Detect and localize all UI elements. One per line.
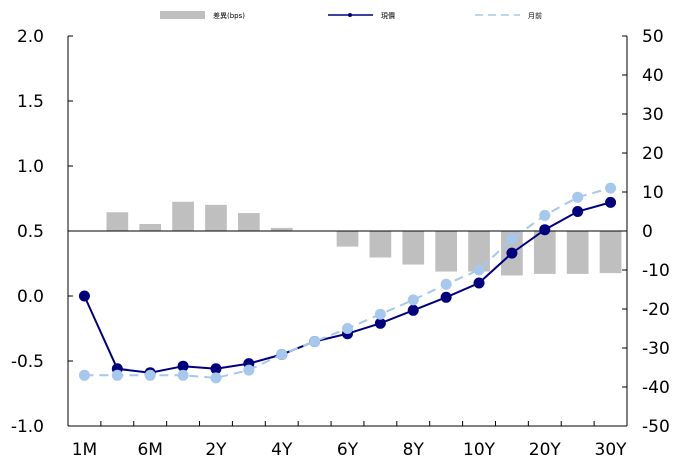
bar-25Y (566, 231, 589, 274)
right-tick-label: -20 (642, 300, 670, 320)
right-tick-label: 40 (642, 66, 664, 86)
point-現價-1M (78, 290, 90, 302)
left-tick-label: 1.0 (17, 157, 44, 177)
point-月前-4Y (276, 349, 288, 360)
legend-label: 差異(bps) (213, 11, 245, 20)
point-月前-8Y (407, 294, 419, 306)
axes (67, 35, 628, 427)
bar-4Y (270, 227, 293, 231)
point-月前-1M (78, 369, 90, 381)
left-tick-label: 0.5 (17, 222, 44, 242)
point-月前-10Y (473, 264, 485, 276)
x-tick-label: 8Y (403, 440, 425, 460)
point-現價-10Y (473, 277, 485, 289)
point-月前-3Y (243, 364, 255, 376)
right-tick-label: -10 (642, 261, 670, 281)
x-tick-label: 1M (72, 440, 97, 460)
bar-20Y (533, 231, 556, 274)
point-月前-6M (144, 369, 156, 381)
left-tick-label: -0.5 (11, 352, 44, 372)
point-月前-5Y (309, 336, 321, 347)
point-現價-1Y (177, 360, 189, 372)
right-tick-label: 20 (642, 144, 664, 164)
point-月前-1Y (177, 369, 189, 381)
right-tick-label: -30 (642, 339, 670, 359)
legend-label: 現價 (381, 11, 395, 20)
left-tick-label: 1.5 (17, 92, 44, 112)
legend: 差異(bps) 現價 月前 (160, 11, 542, 20)
bar-6M (139, 223, 162, 231)
series-line-現價 (83, 201, 611, 374)
point-現價-8Y (407, 304, 419, 316)
right-tick-label: 50 (642, 27, 664, 47)
point-月前-7Y (374, 308, 386, 320)
x-tick-label: 4Y (271, 440, 293, 460)
point-月前-15Y (506, 233, 518, 245)
x-tick-label: 6Y (337, 440, 359, 460)
bar-9Y (435, 231, 457, 272)
point-月前-20Y (539, 209, 551, 221)
point-現價-15Y (506, 247, 518, 259)
point-現價-30Y (605, 196, 617, 208)
right-tick-label: 0 (642, 222, 653, 242)
tick-labels: 2.0 1.5 1.0 0.5 0.0 -0.5 -1.0 50 40 30 20 10 0 -10 -20… (11, 27, 670, 460)
left-tick-label: 0.0 (17, 287, 44, 307)
x-tick-label: 10Y (463, 440, 496, 460)
left-tick-label: 2.0 (17, 27, 44, 47)
bar-7Y (369, 231, 392, 258)
point-現價-25Y (572, 206, 584, 217)
x-tick-label: 2Y (205, 440, 227, 460)
bar-30Y (599, 231, 622, 274)
point-月前-9Y (440, 278, 452, 290)
right-tick-label: 30 (642, 105, 664, 125)
x-tick-label: 20Y (529, 440, 562, 460)
bar-1Y (172, 201, 194, 231)
bar-2Y (205, 204, 227, 231)
right-tick-label: 10 (642, 183, 664, 203)
bar-3Y (238, 213, 260, 231)
right-tick-label: -40 (642, 378, 670, 398)
point-月前-2Y (210, 372, 222, 384)
point-現價-20Y (539, 224, 551, 236)
point-月前-6Y (342, 323, 353, 334)
line-series (78, 182, 617, 384)
legend-swatch-marker (348, 13, 352, 17)
point-月前-30Y (605, 182, 617, 194)
series-line-月前 (84, 187, 611, 379)
right-tick-label: -50 (642, 417, 670, 437)
point-現價-7Y (374, 317, 386, 329)
x-tick-label: 6M (137, 440, 162, 460)
point-現價-9Y (440, 291, 452, 303)
bar-series (106, 201, 622, 276)
x-tick-label: 30Y (595, 440, 628, 460)
left-tick-label: -1.0 (11, 417, 44, 437)
legend-label: 月前 (528, 11, 542, 20)
point-月前-3M (111, 369, 123, 381)
bar-6Y (336, 231, 359, 247)
bar-3M (106, 212, 129, 231)
point-月前-25Y (572, 191, 584, 203)
bar-8Y (402, 231, 425, 265)
legend-swatch-bar (160, 11, 205, 19)
bar-10Y (468, 231, 490, 272)
point-現價-2Y (210, 363, 222, 375)
